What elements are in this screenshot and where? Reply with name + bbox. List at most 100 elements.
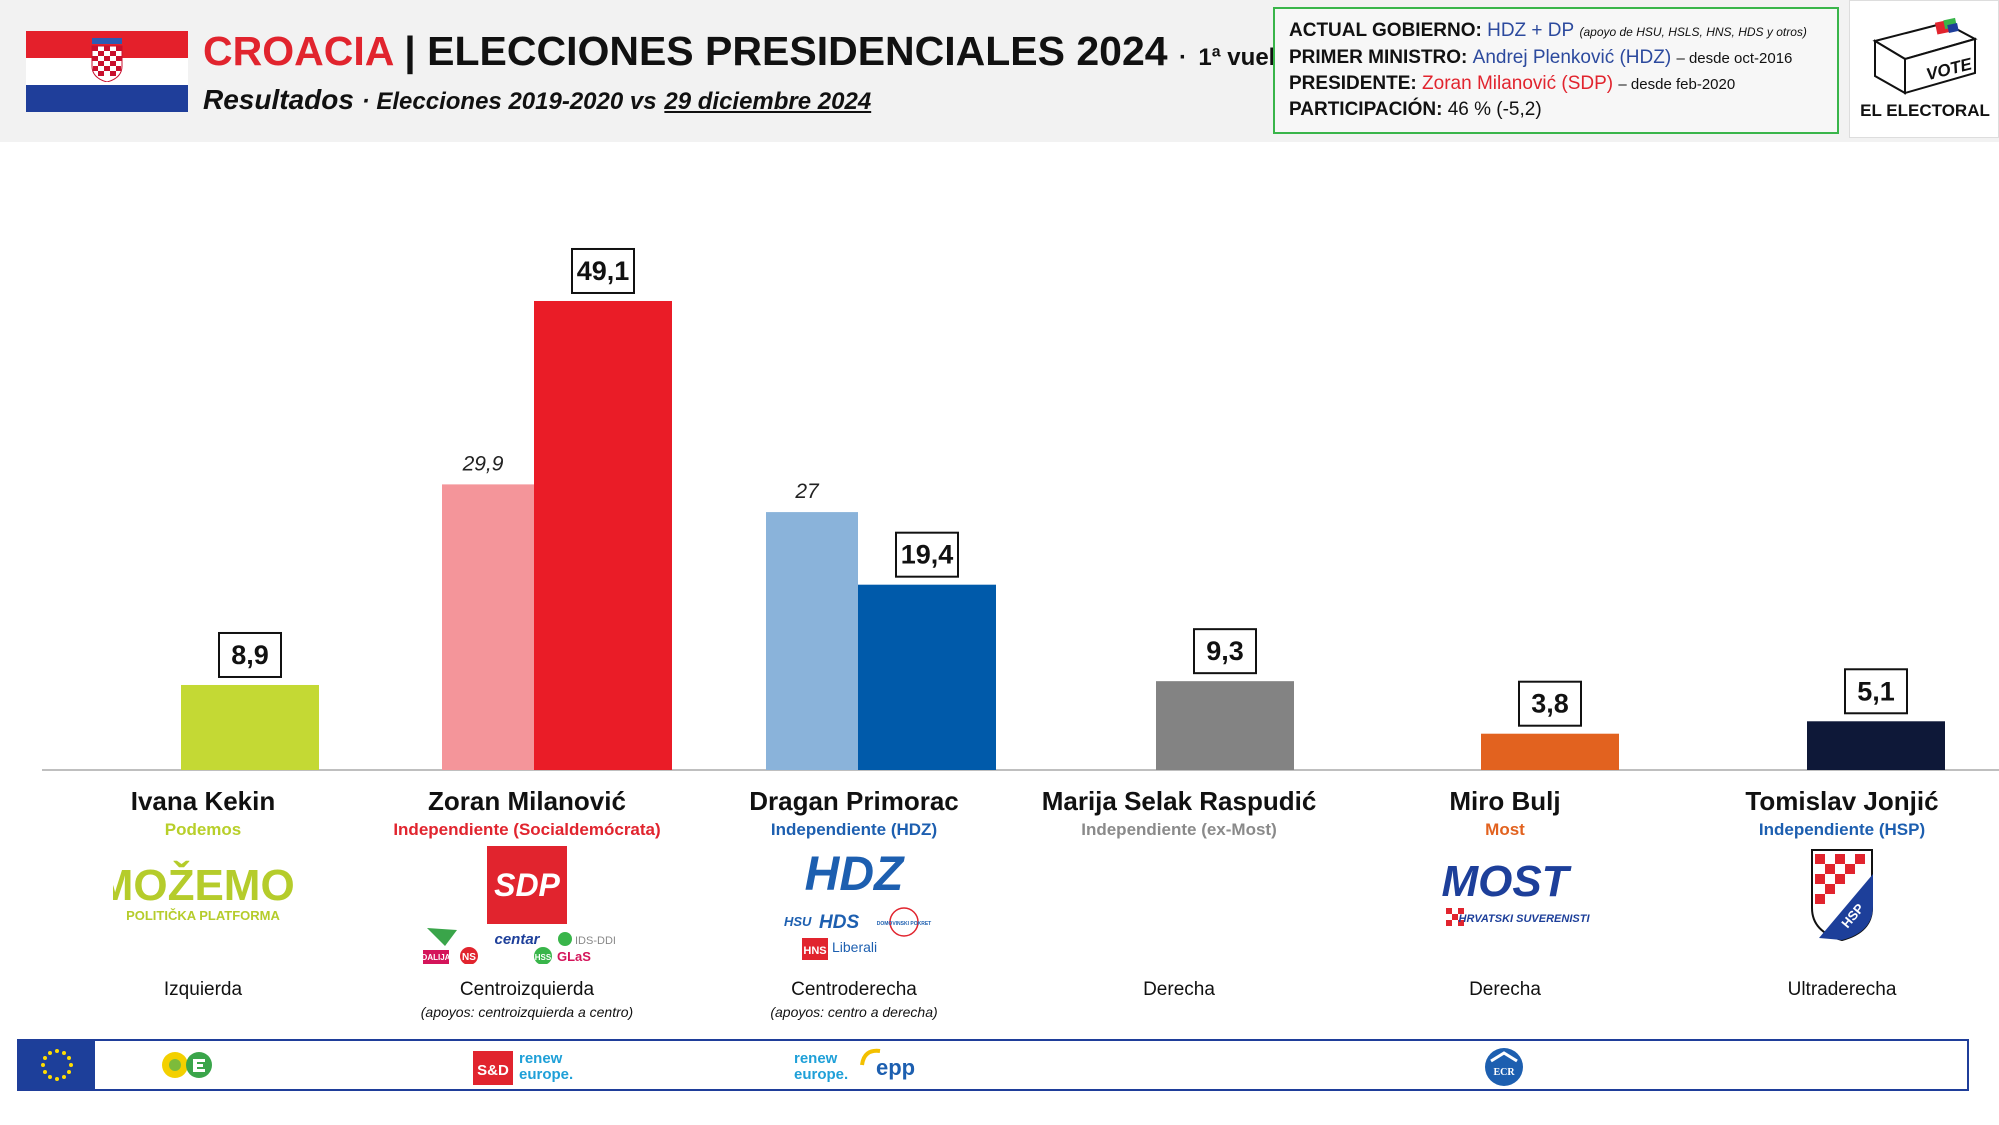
hns-logo-text: HNS [803, 945, 826, 957]
candidate-kekin: Ivana Kekin Podemos MOŽEMO! POLITIČKA PL… [38, 786, 368, 1000]
prime-minister-label: PRIMER MINISTRO: [1289, 47, 1468, 68]
president-row: PRESIDENTE: Zoran Milanović (SDP) – desd… [1289, 71, 1823, 97]
turnout-row: PARTICIPACIÓN: 46 % (-5,2) [1289, 97, 1823, 122]
glas-logo-text: GLaS [557, 949, 591, 964]
bar-curr-4 [1481, 733, 1619, 770]
hsp-logo-icon: HSP [1811, 849, 1873, 942]
chart-canvas: 8,9 29,9 49,1 27 19,4 9,3 3,8 5,1 [42, 247, 1999, 771]
candidate-ideology: Centroderecha [791, 979, 917, 1000]
mozemo-logo-icon: MOŽEMO! POLITIČKA PLATFORMA [113, 860, 293, 923]
renew-logo-text-2: europe. [519, 1066, 573, 1083]
candidate-selak-raspudic: Marija Selak Raspudić Independiente (ex-… [1014, 786, 1344, 1000]
hrvatski-suverenisti-logo-text: HRVATSKI SUVERENISTI [1459, 913, 1591, 925]
bar-curr-5 [1807, 721, 1945, 770]
title-separator: | [404, 28, 416, 74]
title-dot: · [1179, 44, 1187, 71]
greens-efa-logo-icon [162, 1052, 212, 1078]
ecr-logo-icon: ECR [1485, 1048, 1523, 1086]
page-title: CROACIA | ELECCIONES PRESIDENCIALES 2024… [203, 28, 1297, 75]
subtitle-results: Resultados [203, 84, 354, 115]
candidate-support: (apoyos: centro a derecha) [770, 1004, 938, 1020]
bar-curr-3 [1156, 681, 1294, 770]
president-value: Zoran Milanović (SDP) [1422, 73, 1614, 94]
dalija-logo-text: DALIJA [422, 953, 451, 962]
candidate-ideology: Ultraderecha [1787, 979, 1897, 1000]
bar-label-box-0 [218, 631, 282, 678]
bar-prev-2 [766, 512, 858, 770]
prime-minister-row: PRIMER MINISTRO: Andrej Plenković (HDZ) … [1289, 45, 1823, 71]
government-label: ACTUAL GOBIERNO: [1289, 20, 1482, 41]
president-label: PRESIDENTE: [1289, 73, 1417, 94]
candidate-name: Ivana Kekin [130, 786, 276, 816]
candidate-name: Miro Bulj [1449, 786, 1561, 816]
renew-logo-text-4: europe. [794, 1066, 848, 1083]
bar-label-prev-2: 27 [794, 480, 820, 503]
government-info-box: ACTUAL GOBIERNO: HDZ + DP (apoyo de HSU,… [1273, 7, 1839, 134]
epp-logo-text: epp [876, 1055, 915, 1080]
candidate-milanovic: Zoran Milanović Independiente (Socialdem… [362, 786, 692, 1020]
bar-label-box-3 [1193, 628, 1257, 675]
bar-label-curr-3: 9,3 [1206, 636, 1244, 666]
candidate-jonjic: Tomislav Jonjić Independiente (HSP) HSP … [1677, 786, 1999, 1000]
hdz-logo-icon: HDZ HSU HDS DOMOVINSKI POKRET HNS Libera… [784, 848, 931, 960]
results-bar-chart: 8,9 29,9 49,1 27 19,4 9,3 3,8 5,1 [0, 142, 1999, 782]
subtitle-date: 29 diciembre 2024 [664, 88, 872, 115]
bar-label-curr-4: 3,8 [1531, 689, 1569, 719]
bar-label-box-5 [1844, 668, 1908, 715]
candidate-ideology: Izquierda [163, 979, 243, 1000]
bar-label-curr-2: 19,4 [901, 540, 954, 570]
candidate-bulj: Miro Bulj Most MOST HRVATSKI SUVERENISTI… [1340, 786, 1670, 1000]
most-logo-icon: MOST HRVATSKI SUVERENISTI [1441, 857, 1591, 926]
bar-label-box-2 [895, 531, 959, 578]
eu-groups-bar: S&D renew europe. renew europe. epp ECR [17, 1039, 1969, 1091]
candidate-ideology: Derecha [1143, 979, 1215, 1000]
liberali-logo-text: Liberali [832, 939, 877, 955]
sdp-logo-icon: SDP centar IDS-DDI DALIJA NS HSS GLaS [422, 846, 616, 964]
ids-logo-text: IDS-DDI [575, 935, 616, 947]
candidate-party: Independiente (ex-Most) [1081, 820, 1277, 839]
dp-logo-text: DOMOVINSKI POKRET [877, 921, 931, 927]
candidate-party: Independiente (Socialdemócrata) [393, 820, 661, 839]
subtitle-comparison: · Elecciones 2019-2020 vs [361, 88, 657, 115]
bar-curr-2 [858, 584, 996, 770]
sdp-logo-text: SDP [494, 867, 560, 903]
croatia-coat-of-arms-icon [91, 38, 123, 82]
candidate-name: Dragan Primorac [749, 786, 959, 816]
bar-label-prev-1: 29,9 [462, 452, 504, 475]
renew-logo-text-1: renew [519, 1050, 563, 1067]
election-title: ELECCIONES PRESIDENCIALES 2024 [427, 28, 1168, 74]
hss-logo-text: HSS [535, 953, 552, 962]
turnout-label: PARTICIPACIÓN: [1289, 99, 1443, 120]
brand-name: EL ELECTORAL [1860, 101, 1990, 120]
bar-label-curr-0: 8,9 [231, 640, 269, 670]
el-electoral-logo: VOTE EL ELECTORAL [1849, 0, 1999, 138]
most-logo-text: MOST [1441, 857, 1571, 906]
renew-logo-text-3: renew [794, 1050, 838, 1067]
renew-epp-logo-icon: renew europe. epp [794, 1048, 915, 1083]
header: CROACIA | ELECCIONES PRESIDENCIALES 2024… [0, 0, 1999, 142]
candidate-support: (apoyos: centroizquierda a centro) [420, 1004, 634, 1020]
ecr-logo-text: ECR [1493, 1067, 1515, 1078]
government-value: HDZ + DP [1487, 20, 1575, 41]
government-row: ACTUAL GOBIERNO: HDZ + DP (apoyo de HSU,… [1289, 18, 1823, 45]
candidate-party: Independiente (HSP) [1758, 820, 1926, 839]
centar-logo-text: centar [494, 931, 540, 948]
bar-label-curr-5: 5,1 [1857, 676, 1895, 706]
candidate-primorac: Dragan Primorac Independiente (HDZ) HDZ … [689, 786, 1019, 1020]
bar-label-box-1 [571, 247, 635, 294]
mozemo-logo-subtext: POLITIČKA PLATFORMA [126, 908, 280, 923]
country-name: CROACIA [203, 28, 393, 74]
candidate-party: Independiente (HDZ) [770, 820, 938, 839]
bar-label-box-4 [1518, 680, 1582, 727]
sd-logo-text: S&D [477, 1062, 509, 1079]
prime-minister-since: – desde oct-2016 [1676, 50, 1793, 67]
president-since: – desde feb-2020 [1618, 76, 1736, 93]
candidate-ideology: Centroizquierda [459, 979, 595, 1000]
bar-label-curr-1: 49,1 [577, 256, 630, 286]
mozemo-logo-text: MOŽEMO! [113, 860, 293, 910]
eu-flag-icon [19, 1041, 95, 1089]
croatia-flag [26, 31, 188, 112]
candidate-party: Podemos [164, 820, 242, 839]
candidate-ideology: Derecha [1469, 979, 1541, 1000]
bar-prev-1 [442, 484, 534, 770]
